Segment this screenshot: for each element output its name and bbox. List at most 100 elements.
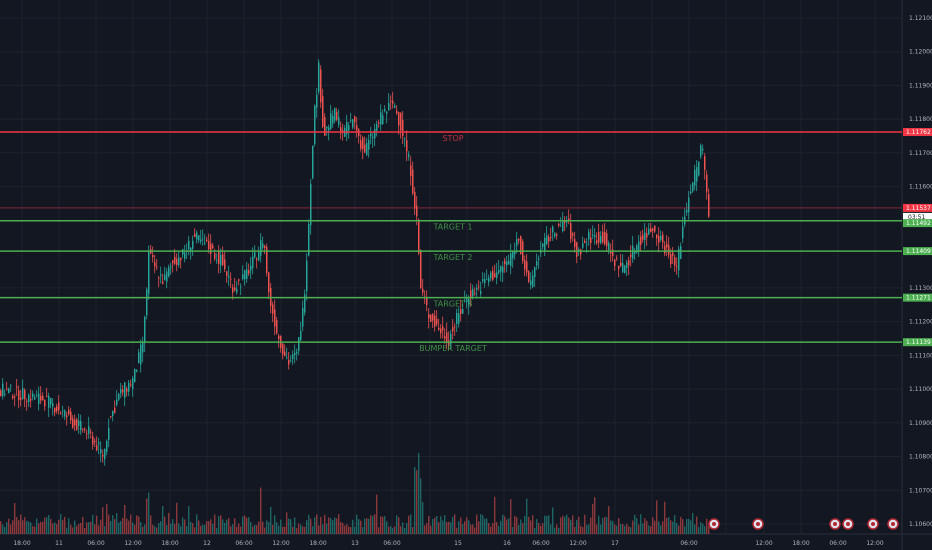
volume-bar (680, 516, 682, 534)
candle-body (382, 115, 384, 125)
news-icon-dot (871, 522, 875, 526)
current-price-badge-bg (903, 203, 932, 212)
candle-body (314, 105, 316, 145)
candle-body (608, 243, 610, 251)
countdown-badge: 03:51 (908, 214, 925, 221)
candle-body (670, 254, 672, 265)
volume-bar (34, 526, 36, 534)
candle-body (426, 297, 428, 305)
volume-bar (430, 525, 432, 534)
candle-body (552, 226, 554, 233)
volume-bar (272, 524, 274, 534)
candle-body (692, 182, 694, 192)
volume-bar (6, 522, 8, 534)
volume-bar (156, 527, 158, 534)
volume-bar (650, 526, 652, 534)
volume-bar (158, 523, 160, 534)
candle-body (690, 191, 692, 194)
volume-bar (602, 517, 604, 534)
candle-body (626, 262, 628, 268)
x-tick-label: 18:00 (309, 540, 326, 547)
volume-bar (536, 519, 538, 534)
y-tick-label: 1.10600 (909, 521, 932, 528)
volume-bar (82, 516, 84, 534)
candle-body (702, 148, 704, 151)
candle-body (668, 245, 670, 255)
volume-bar (324, 514, 326, 534)
volume-bar (200, 525, 202, 534)
volume-bar (534, 527, 536, 534)
volume-bar (702, 523, 704, 534)
candle-body (362, 137, 364, 150)
candle-body (484, 279, 486, 284)
volume-bar (88, 522, 90, 534)
volume-bar (478, 521, 480, 534)
candle-body (420, 250, 422, 288)
volume-bar (620, 524, 622, 534)
volume-bar (160, 521, 162, 534)
candle-body (8, 388, 10, 393)
volume-bar (330, 518, 332, 534)
volume-bar (380, 516, 382, 534)
candle-body (468, 298, 470, 306)
candle-body (250, 265, 252, 271)
candle-body (652, 228, 654, 231)
candle-body (644, 232, 646, 240)
candle-body (458, 313, 460, 324)
volume-bar (568, 517, 570, 534)
x-tick-label: 12:00 (866, 540, 883, 547)
candle-body (214, 253, 216, 259)
volume-bar (356, 514, 358, 534)
candle-body (308, 223, 310, 256)
volume-bar (548, 515, 550, 534)
candle-body (524, 260, 526, 270)
volume-bar (224, 522, 226, 534)
candle-body (404, 138, 406, 140)
volume-bar (376, 494, 378, 534)
volume-bar (62, 519, 64, 534)
volume-bar (208, 521, 210, 534)
y-tick-label: 1.11900 (909, 82, 932, 89)
volume-bar (594, 497, 596, 534)
candle-body (160, 274, 162, 276)
level-price-badge: 1.11271 (906, 295, 931, 302)
candle-body (162, 281, 164, 284)
volume-bar (532, 515, 534, 534)
candle-body (490, 272, 492, 278)
volume-bar (454, 514, 456, 534)
volume-bar (618, 518, 620, 534)
volume-bar (688, 518, 690, 534)
candle-body (320, 69, 322, 103)
candle-body (654, 225, 656, 232)
candle-body (434, 315, 436, 327)
volume-bar (528, 516, 530, 534)
volume-bar (16, 517, 18, 534)
countdown-badge-bg (903, 212, 932, 221)
volume-bar (98, 525, 100, 534)
x-tick-label: 06:00 (87, 540, 104, 547)
volume-bar (678, 525, 680, 534)
candle-body (614, 259, 616, 267)
candle-body (292, 354, 294, 360)
candle-body (306, 260, 308, 292)
candle-body (232, 287, 234, 293)
volume-bar (634, 514, 636, 534)
candle-body (188, 240, 190, 250)
candle-body (132, 378, 134, 389)
y-tick-label: 1.11100 (909, 352, 932, 359)
candle-body (194, 233, 196, 237)
level-price-badge-bg (903, 293, 932, 302)
candle-body (616, 257, 618, 259)
candle-body (622, 263, 624, 273)
volume-bar (462, 523, 464, 534)
volume-bar (562, 515, 564, 534)
candle-body (444, 336, 446, 339)
volume-bar (442, 520, 444, 534)
candle-body (2, 383, 4, 396)
candle-body (42, 395, 44, 400)
candle-body (118, 393, 120, 400)
volume-bar (86, 522, 88, 534)
candle-body (34, 397, 36, 400)
volume-bar (194, 527, 196, 534)
